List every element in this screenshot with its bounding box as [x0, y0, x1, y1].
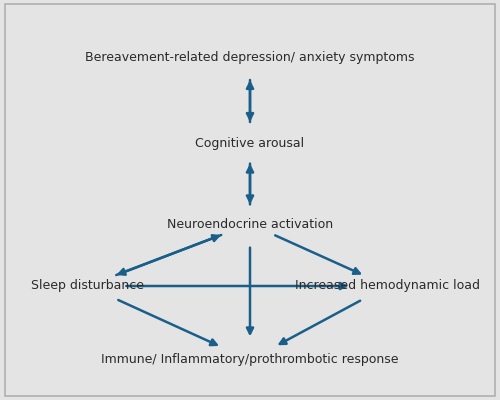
Text: Immune/ Inflammatory/prothrombotic response: Immune/ Inflammatory/prothrombotic respo… [101, 354, 399, 366]
Text: Increased hemodynamic load: Increased hemodynamic load [295, 280, 480, 292]
Text: Bereavement-related depression/ anxiety symptoms: Bereavement-related depression/ anxiety … [85, 52, 415, 64]
Text: Neuroendocrine activation: Neuroendocrine activation [167, 218, 333, 230]
Text: Cognitive arousal: Cognitive arousal [196, 138, 304, 150]
Text: Sleep disturbance: Sleep disturbance [31, 280, 144, 292]
